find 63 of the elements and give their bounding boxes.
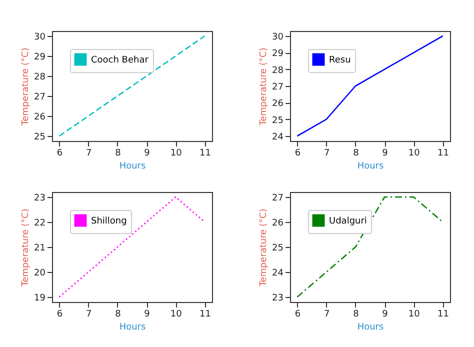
- line-series: [296, 35, 444, 137]
- legend-label: Shillong: [91, 216, 127, 226]
- y-axis-title: Temperature (°C): [259, 48, 270, 126]
- x-tick-label: 6: [56, 310, 63, 320]
- y-tick-label: 29: [34, 52, 46, 62]
- x-axis-title: Hours: [357, 322, 384, 332]
- x-tick-label: 9: [144, 310, 150, 320]
- x-tick-label: 11: [438, 310, 449, 320]
- x-tick-label: 9: [382, 148, 388, 158]
- y-tick-label: 24: [272, 268, 284, 278]
- x-tick-label: 10: [408, 148, 420, 158]
- y-tick-label: 20: [34, 268, 46, 278]
- x-tick-label: 10: [408, 310, 420, 320]
- legend-label: Cooch Behar: [91, 56, 149, 66]
- x-tick-label: 11: [438, 148, 449, 158]
- y-tick-label: 27: [272, 82, 284, 92]
- line-series: [58, 35, 206, 137]
- y-tick-label: 19: [34, 294, 46, 304]
- x-tick-label: 7: [86, 310, 92, 320]
- x-tick-label: 10: [170, 310, 182, 320]
- y-tick-label: 26: [272, 99, 284, 110]
- y-tick-label: 30: [272, 32, 284, 42]
- x-tick-label: 9: [144, 148, 150, 158]
- x-tick-label: 6: [294, 148, 301, 158]
- y-tick-label: 28: [272, 66, 284, 76]
- x-tick-label: 8: [353, 310, 360, 320]
- x-tick-label: 7: [324, 310, 330, 320]
- y-tick-label: 24: [272, 132, 284, 142]
- x-axis-title: Hours: [357, 162, 384, 172]
- x-tick-label: 7: [86, 148, 92, 158]
- x-tick-label: 10: [170, 148, 182, 158]
- x-tick-label: 7: [324, 148, 330, 158]
- y-tick-label: 25: [272, 116, 284, 126]
- x-axis-title: Hours: [119, 162, 146, 172]
- y-tick-label: 29: [272, 49, 284, 60]
- y-axis-title: Temperature (°C): [259, 208, 270, 288]
- y-tick-label: 25: [34, 132, 46, 142]
- x-tick-label: 8: [115, 148, 122, 158]
- y-tick-label: 23: [272, 294, 284, 304]
- y-axis-title: Temperature (°C): [21, 48, 32, 126]
- legend-label: Udalguri: [329, 216, 367, 226]
- x-tick-label: 11: [200, 310, 211, 320]
- x-tick-label: 6: [56, 148, 63, 158]
- y-tick-label: 26: [272, 218, 284, 228]
- x-tick-label: 11: [200, 148, 211, 158]
- x-tick-label: 6: [294, 310, 301, 320]
- line-series: [58, 196, 206, 298]
- y-tick-label: 22: [34, 218, 46, 228]
- legend-label: Resu: [329, 56, 351, 66]
- line-series: [296, 196, 444, 298]
- y-tick-label: 30: [34, 32, 46, 42]
- y-tick-label: 26: [34, 112, 46, 122]
- x-tick-label: 9: [382, 310, 388, 320]
- y-tick-label: 25: [272, 244, 284, 254]
- y-tick-label: 21: [34, 244, 46, 254]
- y-tick-label: 23: [34, 194, 46, 204]
- y-tick-label: 27: [272, 194, 284, 204]
- y-tick-label: 27: [34, 92, 46, 102]
- x-axis-title: Hours: [119, 322, 146, 332]
- x-tick-label: 8: [115, 310, 122, 320]
- y-axis-title: Temperature (°C): [21, 208, 32, 288]
- y-tick-label: 28: [34, 72, 46, 82]
- x-tick-label: 8: [353, 148, 360, 158]
